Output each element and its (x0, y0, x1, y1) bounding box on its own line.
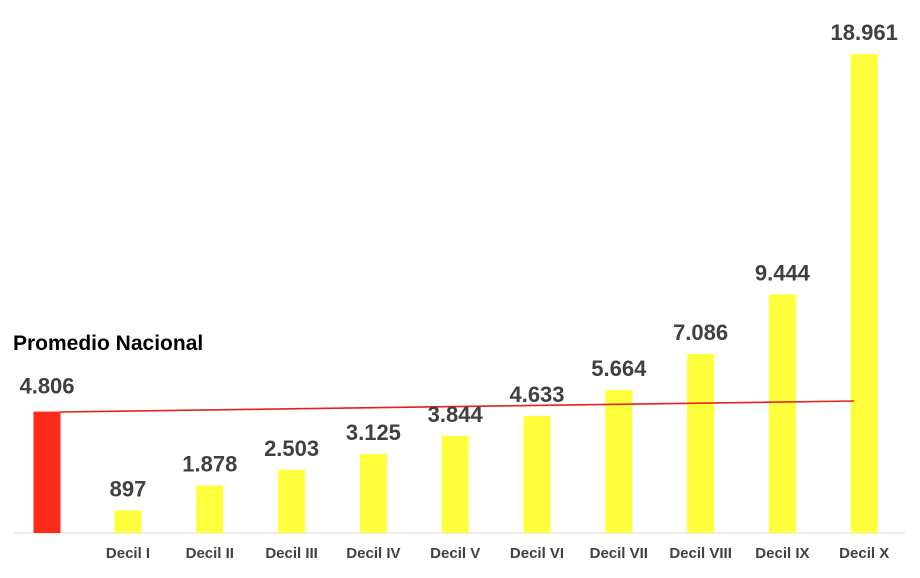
value-label-2: 1.878 (182, 452, 237, 477)
bars-group (33, 54, 878, 533)
tick-label-2: Decil II (186, 545, 234, 562)
bar-8 (687, 353, 715, 533)
bar-7 (605, 389, 633, 533)
value-label-9: 9.444 (755, 260, 811, 285)
bar-4 (359, 454, 387, 533)
value-label-4: 3.125 (346, 420, 401, 445)
value-label-10: 18.961 (831, 20, 898, 45)
value-label-7: 5.664 (591, 356, 647, 381)
average-value-label: 4.806 (19, 374, 74, 399)
bar-2 (196, 485, 224, 533)
tick-label-1: Decil I (106, 545, 150, 562)
value-label-8: 7.086 (673, 320, 728, 345)
average-reference-line (60, 400, 855, 413)
tick-label-9: Decil IX (755, 545, 809, 562)
bar-9 (768, 294, 796, 533)
labels-group: 4.806 897 Decil I 1.878 Decil II 2.503 Decil I… (19, 20, 897, 562)
bar-5 (441, 435, 469, 533)
bar-1 (114, 510, 142, 533)
value-label-6: 4.633 (509, 382, 564, 407)
bar-6 (523, 415, 551, 533)
tick-label-8: Decil VIII (669, 545, 732, 562)
tick-label-5: Decil V (430, 545, 480, 562)
value-label-1: 897 (110, 476, 147, 501)
average-title: Promedio Nacional (13, 332, 203, 355)
value-label-3: 2.503 (264, 436, 319, 461)
tick-label-4: Decil IV (346, 545, 400, 562)
tick-label-7: Decil VII (590, 545, 648, 562)
average-bar (33, 411, 61, 533)
tick-label-6: Decil VI (510, 545, 564, 562)
bar-3 (278, 469, 306, 533)
tick-label-3: Decil III (265, 545, 318, 562)
bar-10 (850, 54, 878, 533)
tick-label-10: Decil X (839, 545, 889, 562)
value-label-5: 3.844 (428, 402, 484, 427)
